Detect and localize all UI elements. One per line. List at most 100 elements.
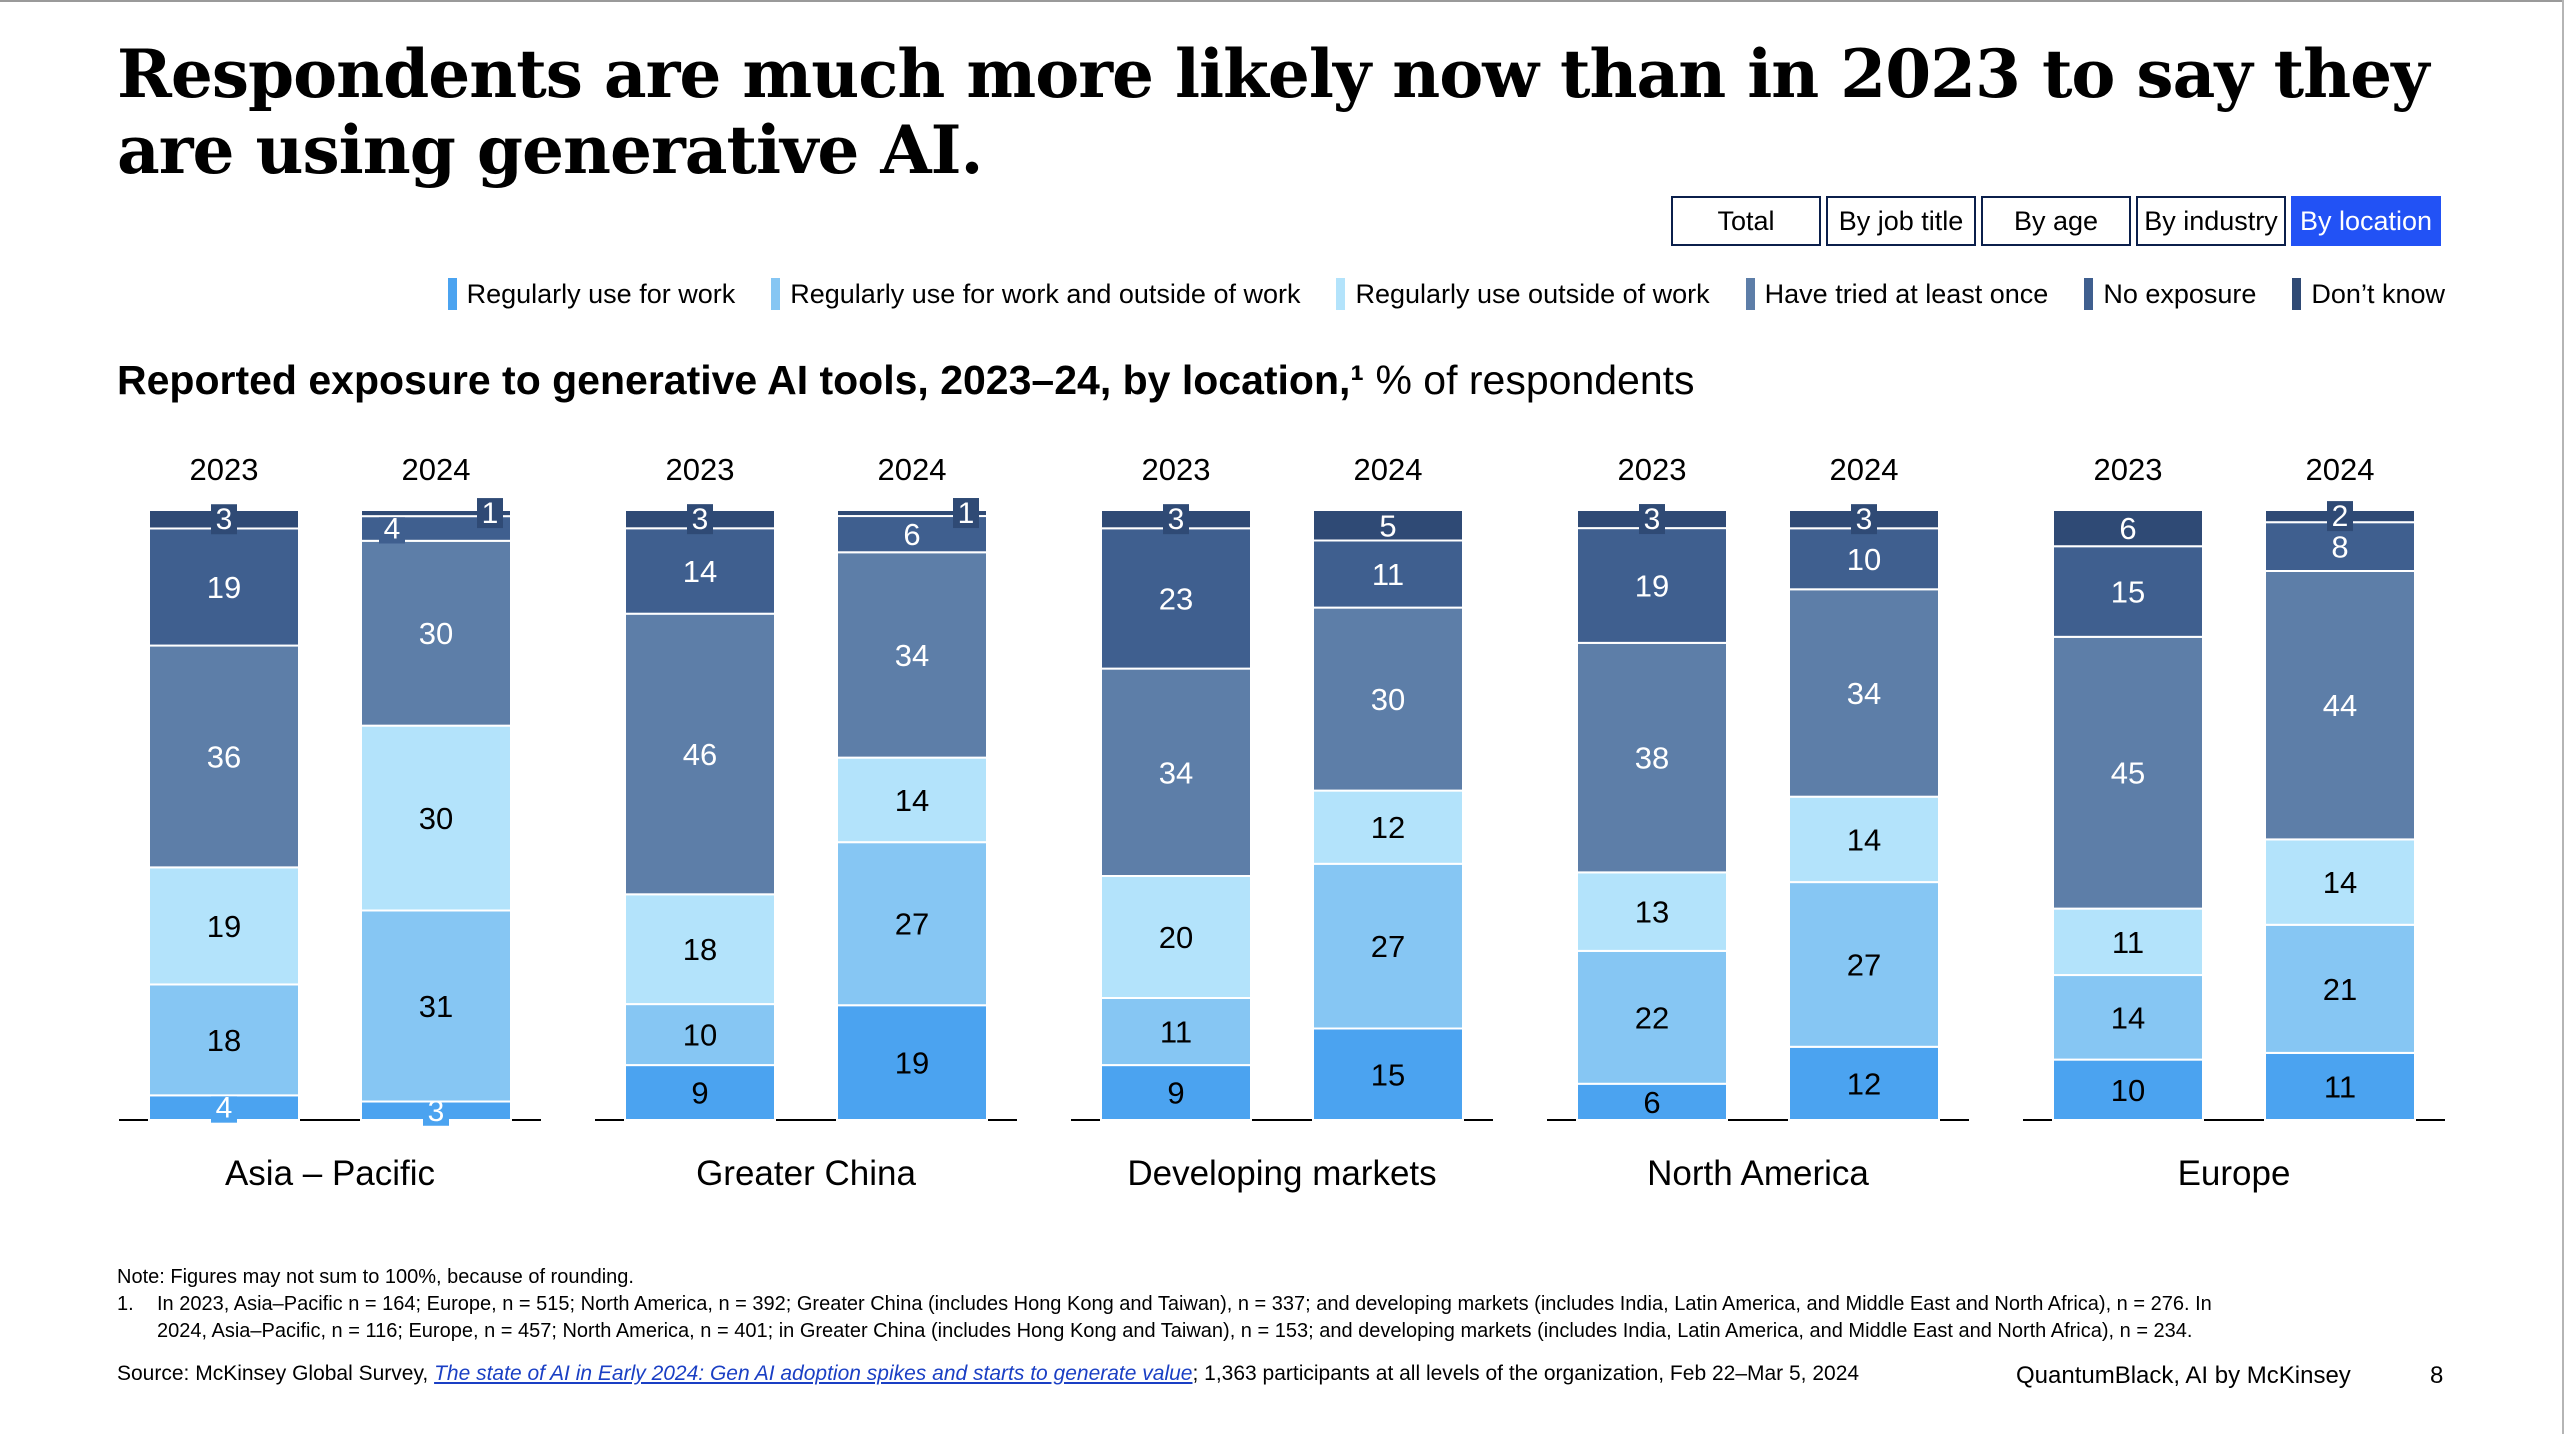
legend-swatch: [2084, 278, 2094, 310]
brand-footer: QuantumBlack, AI by McKinsey: [2016, 1362, 2351, 1389]
year-label: 2023: [666, 452, 735, 487]
data-label: 14: [1847, 822, 1881, 857]
bar-segment: [360, 539, 512, 727]
year-label: 2024: [2306, 452, 2375, 487]
bar-segment: [836, 1004, 988, 1121]
page-number: 8: [2430, 1362, 2444, 1389]
legend-swatch: [771, 278, 781, 310]
bar-segment: [360, 509, 512, 518]
chart-subtitle: Reported exposure to generative AI tools…: [117, 356, 1695, 404]
legend-label: Have tried at least once: [1764, 279, 2049, 309]
group-label: Europe: [2178, 1154, 2291, 1193]
data-label-box: [953, 498, 979, 529]
data-label: 15: [2111, 575, 2145, 610]
year-label: 2024: [1830, 452, 1899, 487]
legend-swatch: [2292, 278, 2302, 310]
tab-by-age[interactable]: By age: [1981, 196, 2131, 246]
data-label: 21: [2323, 972, 2357, 1007]
bar-segment: [1100, 875, 1252, 999]
data-label: 27: [1371, 929, 1405, 964]
data-label: 13: [1635, 895, 1669, 930]
bar-segment: [2264, 923, 2416, 1054]
bar-segment: [2264, 570, 2416, 841]
legend-label: Regularly use outside of work: [1355, 279, 1710, 309]
group-label: Developing markets: [1127, 1154, 1436, 1193]
group-label: Greater China: [696, 1154, 916, 1193]
data-label: 6: [903, 517, 920, 552]
data-label: 10: [2111, 1073, 2145, 1108]
tab-by-location[interactable]: By location: [2291, 196, 2441, 246]
data-label: 14: [2323, 865, 2357, 900]
data-label: 36: [207, 739, 241, 774]
data-label: 3: [1856, 503, 1873, 536]
bar-segment: [1100, 667, 1252, 877]
legend-item-tried-once: Have tried at least once: [1745, 277, 2049, 311]
source-suffix: ; 1,363 participants at all levels of th…: [1192, 1362, 1860, 1385]
data-label: 30: [1371, 682, 1405, 717]
bar-segment: [624, 527, 776, 615]
data-label: 19: [207, 909, 241, 944]
legend-item-outside-work: Regularly use outside of work: [1336, 277, 1710, 311]
footnote-1: 1. In 2023, Asia–Pacific n = 164; Europe…: [117, 1291, 2447, 1318]
bar-segment: [360, 724, 512, 912]
tab-by-job-title[interactable]: By job title: [1826, 196, 1976, 246]
bar-segment: [1312, 862, 1464, 1030]
data-label-box: [211, 504, 237, 535]
legend-swatch: [1745, 278, 1755, 310]
legend-swatch: [447, 278, 457, 310]
legend-swatch: [1336, 278, 1346, 310]
data-label: 44: [2323, 688, 2357, 723]
tab-by-industry[interactable]: By industry: [2136, 196, 2286, 246]
data-label: 19: [207, 570, 241, 605]
data-label: 11: [1160, 1015, 1192, 1050]
chart-subtitle-unit: % of respondents: [1364, 357, 1695, 403]
bar-segment: [1576, 527, 1728, 644]
legend: Regularly use for work Regularly use for…: [447, 277, 2445, 311]
bar-segment: [1100, 1064, 1252, 1121]
data-label: 18: [683, 932, 717, 967]
data-label: 27: [895, 907, 929, 942]
data-label: 10: [1847, 542, 1881, 577]
data-label: 4: [384, 512, 401, 545]
data-label: 46: [683, 737, 717, 772]
data-label-box: [477, 498, 503, 529]
data-label: 9: [691, 1076, 708, 1111]
source-link[interactable]: The state of AI in Early 2024: Gen AI ad…: [434, 1362, 1193, 1385]
tab-total[interactable]: Total: [1671, 196, 1821, 246]
headline: Respondents are much more likely now tha…: [117, 35, 2430, 189]
data-label: 30: [419, 801, 453, 836]
bar-segment: [1576, 871, 1728, 952]
data-label: 8: [2331, 530, 2348, 565]
data-label: 18: [207, 1023, 241, 1058]
bar-segment: [1312, 1027, 1464, 1121]
bar-segment: [148, 983, 300, 1097]
bar-segment: [1788, 881, 1940, 1048]
legend-label: Don’t know: [2311, 279, 2445, 309]
data-label: 3: [692, 503, 709, 536]
data-label: 20: [1159, 920, 1193, 955]
data-label: 34: [895, 638, 929, 673]
group-label: Asia – Pacific: [225, 1154, 435, 1193]
bar-segment: [148, 866, 300, 986]
legend-label: Regularly use for work: [466, 279, 736, 309]
data-label: 15: [1371, 1057, 1405, 1092]
data-label: 3: [1644, 503, 1661, 536]
data-label: 12: [1371, 810, 1405, 845]
data-label: 34: [1159, 755, 1193, 790]
frame-right-border: [2562, 0, 2564, 1434]
bar-segment: [2052, 974, 2204, 1061]
data-label: 45: [2111, 756, 2145, 791]
bar-segment: [836, 509, 988, 518]
data-label: 6: [1643, 1085, 1660, 1120]
data-label: 6: [2119, 511, 2136, 546]
data-label: 11: [1372, 557, 1404, 592]
bar-segment: [836, 551, 988, 759]
bar-segment: [360, 909, 512, 1103]
year-label: 2023: [1142, 452, 1211, 487]
data-label: 31: [419, 989, 453, 1024]
data-label-box: [687, 504, 713, 535]
legend-label: No exposure: [2103, 279, 2257, 309]
bar-segment: [836, 756, 988, 844]
data-label-box: [379, 513, 405, 544]
